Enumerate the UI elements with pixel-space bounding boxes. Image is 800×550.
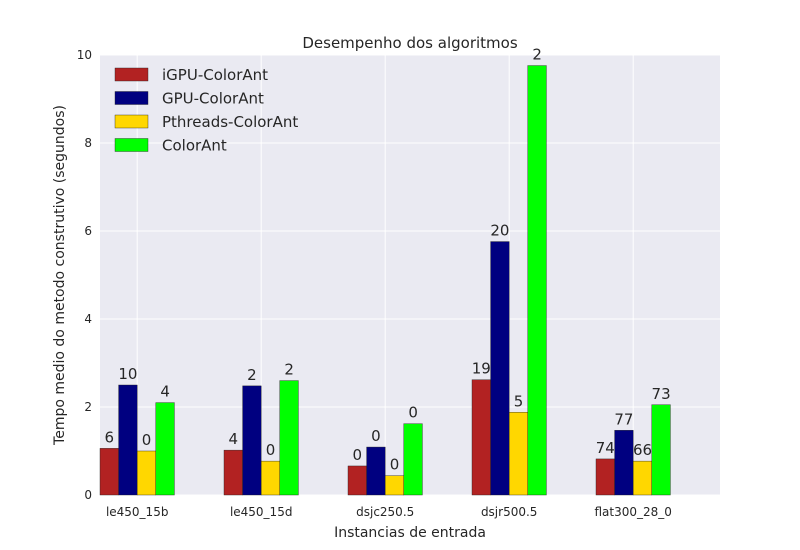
- bar: [261, 460, 281, 496]
- bar: [595, 458, 615, 496]
- x-tick-label: le450_15d: [230, 505, 293, 519]
- x-tick-label: dsjr500.5: [481, 505, 538, 519]
- bar: [633, 460, 653, 496]
- bar: [347, 465, 367, 496]
- y-tick-label: 6: [84, 224, 92, 238]
- bar-value-label: 20: [490, 222, 509, 240]
- bar: [242, 385, 262, 496]
- y-tick-label: 0: [84, 488, 92, 502]
- bar-value-label: 74: [596, 439, 615, 457]
- bar-value-label: 19: [472, 360, 491, 378]
- bar-value-label: 0: [408, 404, 418, 422]
- bar-value-label: 2: [532, 46, 542, 64]
- x-tick-label: dsjc250.5: [356, 505, 414, 519]
- legend-swatch: [114, 91, 149, 105]
- x-tick-label: le450_15b: [106, 505, 169, 519]
- bar-value-label: 4: [229, 430, 239, 448]
- legend-label: Pthreads-ColorAnt: [162, 113, 298, 131]
- bar-value-label: 0: [266, 441, 276, 459]
- bar: [385, 475, 405, 496]
- bar: [279, 380, 299, 496]
- bar-value-label: 4: [160, 383, 170, 401]
- bar-value-label: 10: [118, 365, 137, 383]
- bar: [527, 65, 547, 496]
- bar: [223, 449, 243, 496]
- bar-value-label: 77: [614, 410, 633, 428]
- bar-value-label: 73: [652, 385, 671, 403]
- bar: [118, 384, 138, 496]
- y-tick-label: 4: [84, 312, 92, 326]
- bar: [136, 450, 156, 496]
- bar-value-label: 2: [247, 366, 257, 384]
- bar-value-label: 0: [371, 427, 381, 445]
- bar: [471, 379, 491, 496]
- bar: [403, 423, 423, 496]
- legend-swatch: [114, 67, 149, 82]
- y-axis-label: Tempo medio do metodo construtivo (segun…: [52, 105, 68, 446]
- y-tick-label: 10: [77, 48, 92, 62]
- y-tick-label: 2: [84, 400, 92, 414]
- bar: [490, 241, 510, 496]
- bar: [155, 402, 175, 496]
- chart-title: Desempenho dos algoritmos: [302, 34, 517, 52]
- plot-area: [100, 55, 720, 495]
- bar-value-label: 0: [390, 456, 400, 474]
- bar: [614, 430, 634, 496]
- bar: [509, 412, 529, 496]
- bar-value-label: 6: [105, 428, 115, 446]
- legend-label: GPU-ColorAnt: [162, 90, 264, 108]
- bar-value-label: 66: [633, 441, 652, 459]
- x-axis-label: Instancias de entrada: [334, 525, 486, 541]
- bar: [99, 448, 119, 496]
- bars: [99, 65, 671, 496]
- legend-swatch: [114, 114, 149, 129]
- bar-value-label: 0: [142, 431, 152, 449]
- bar: [651, 404, 671, 496]
- x-tick-labels: le450_15b le450_15d dsjc250.5 dsjr500.5 flat…: [106, 505, 672, 519]
- bar-value-label: 2: [284, 361, 294, 379]
- bar-value-label: 0: [353, 446, 363, 464]
- bar-value-label: 5: [514, 392, 524, 410]
- legend-swatch: [114, 138, 149, 152]
- y-tick-label: 8: [84, 136, 92, 150]
- legend: iGPU-ColorAnt GPU-ColorAnt Pthreads-ColorA…: [114, 66, 298, 155]
- x-tick-label: flat300_28_0: [594, 505, 671, 519]
- bar: [366, 446, 386, 496]
- legend-label: ColorAnt: [162, 137, 227, 155]
- y-tick-labels: 0 2 4 6 8 10: [77, 48, 92, 502]
- legend-label: iGPU-ColorAnt: [162, 66, 268, 84]
